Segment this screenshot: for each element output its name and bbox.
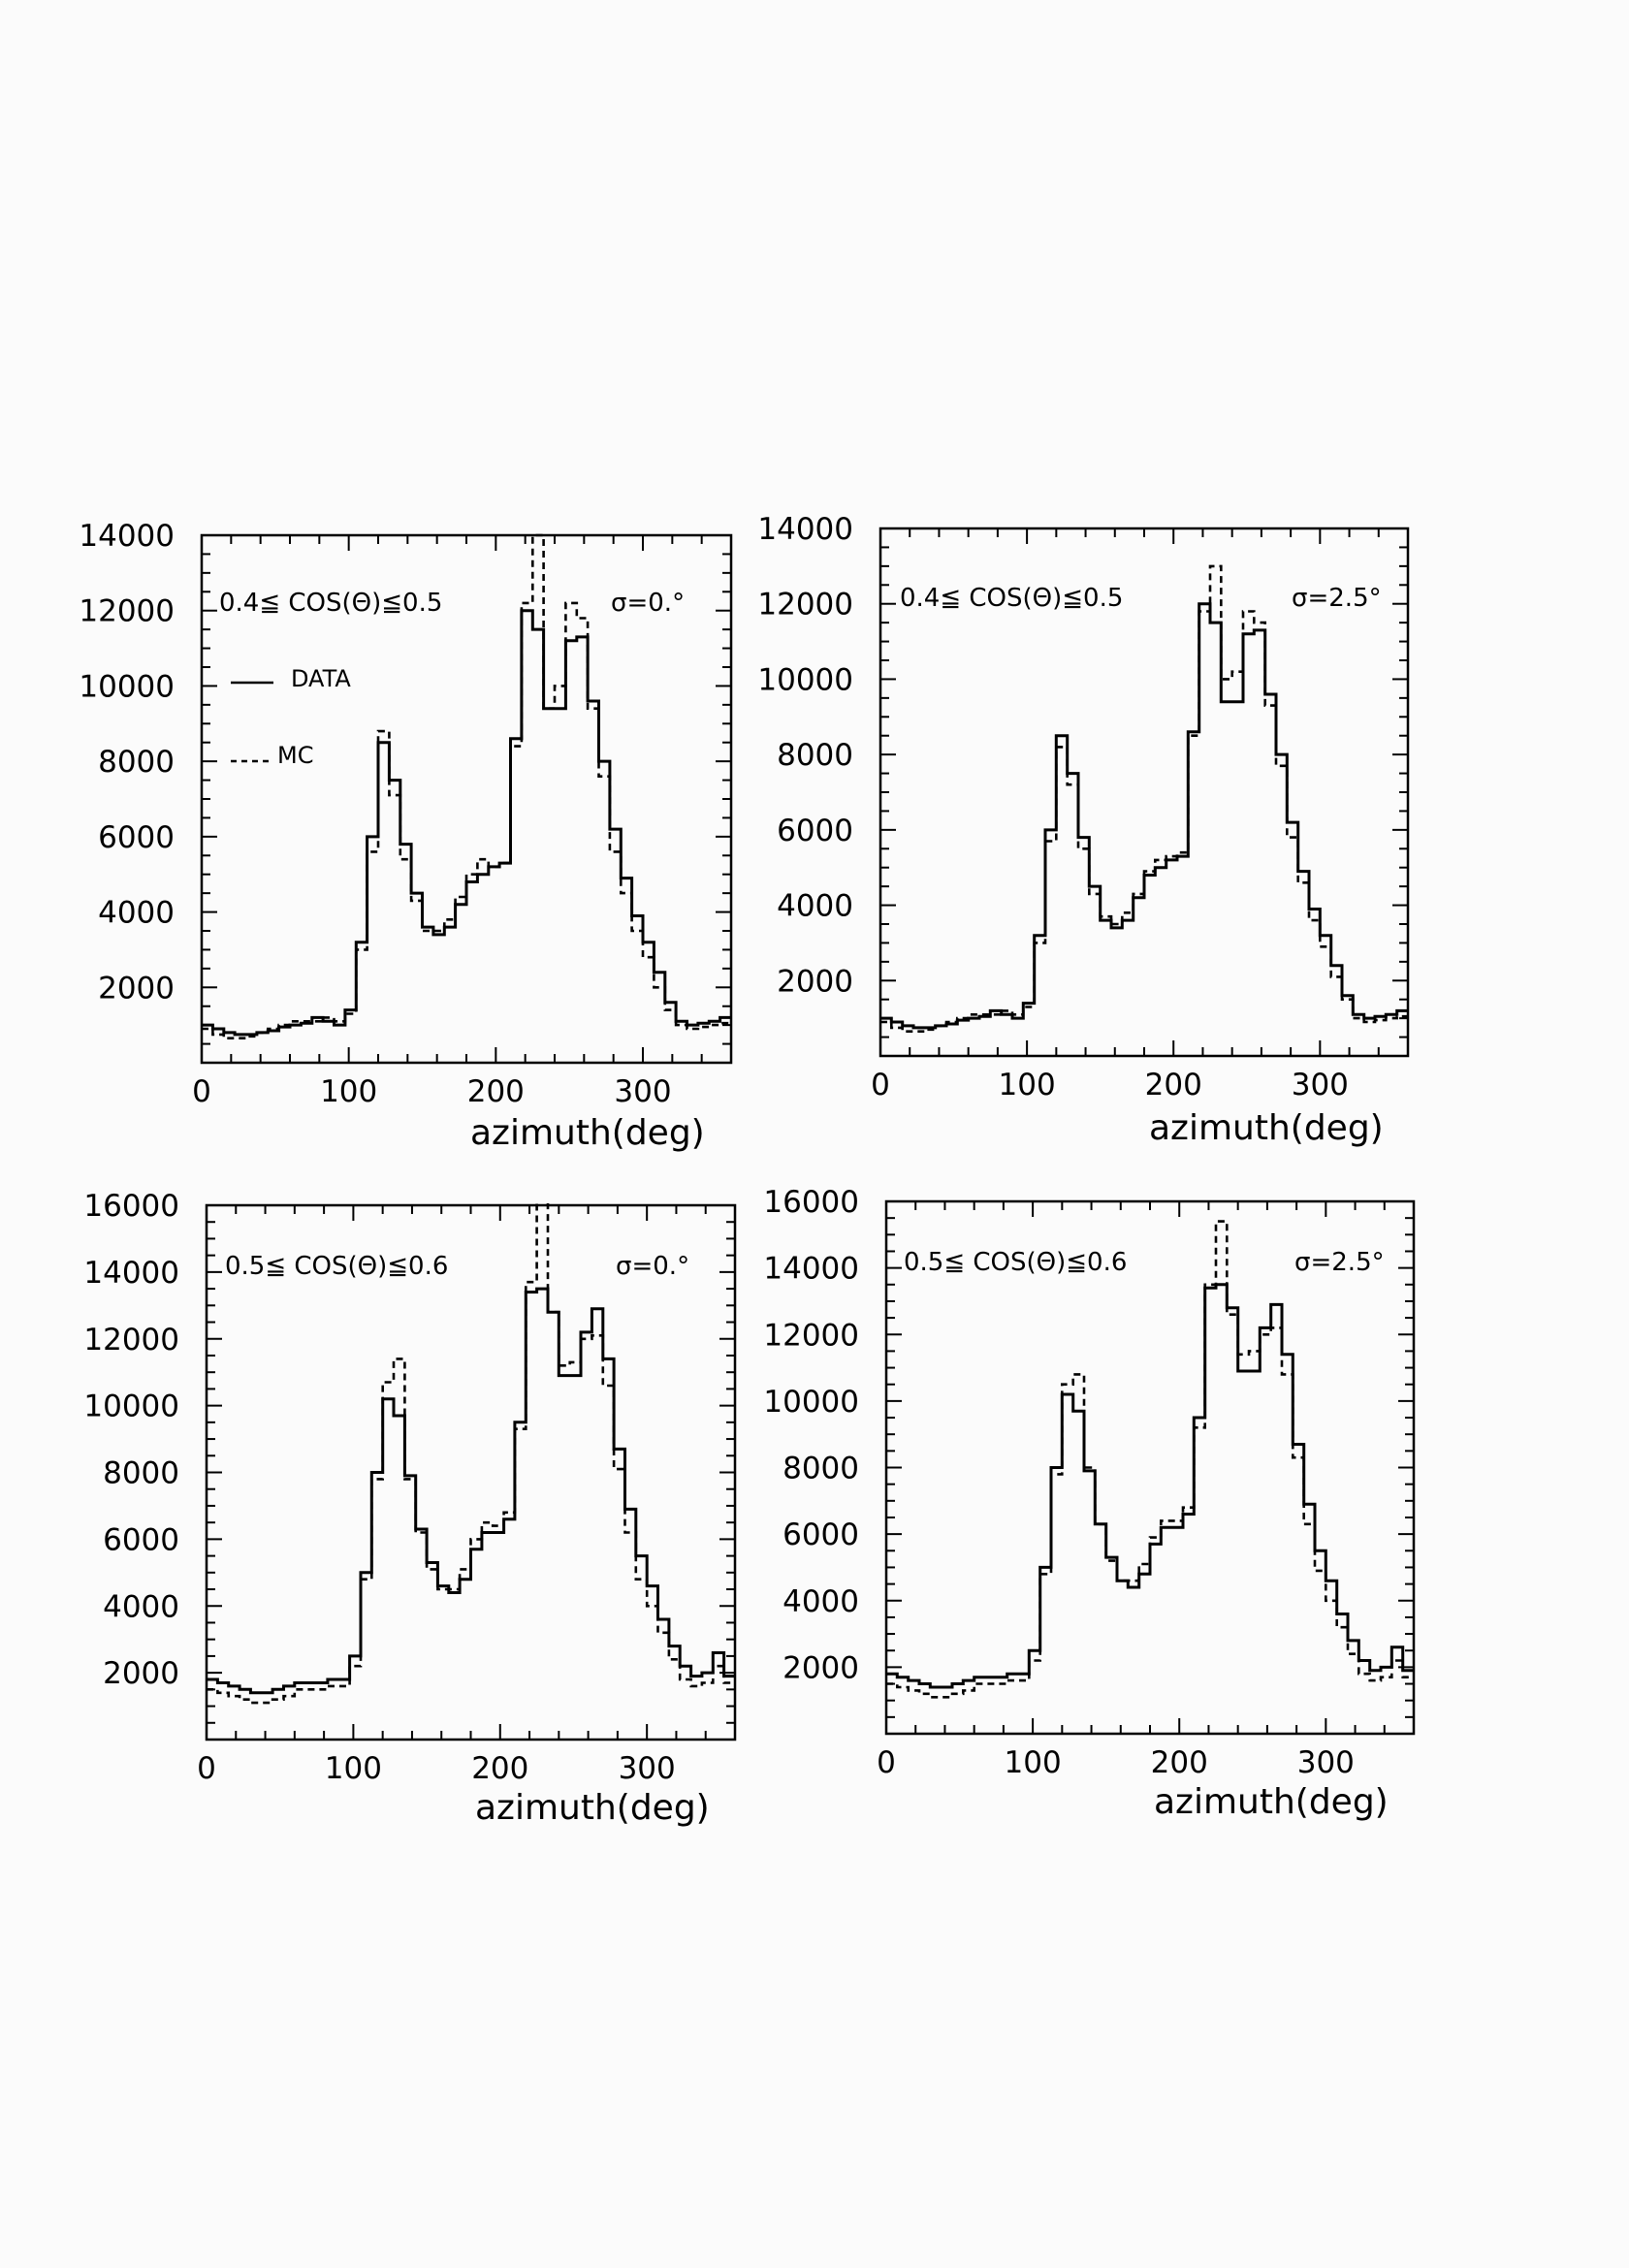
y-tick-label: 2000 <box>777 964 853 999</box>
mc-histogram-line <box>207 1203 735 1705</box>
histogram-series <box>207 1203 735 1705</box>
y-tick-label: 14000 <box>79 519 175 554</box>
y-tick-label: 2000 <box>783 1650 859 1685</box>
panel-top-left: 2000 4000 6000 8000 10000 12000 14000 0 100 200 3… <box>79 519 733 1153</box>
plot-border <box>205 1203 737 1741</box>
y-tick-label: 8000 <box>777 738 853 773</box>
histogram-series <box>880 564 1408 1033</box>
x-tick-label: 300 <box>619 1751 676 1786</box>
data-histogram-line <box>207 1287 735 1695</box>
y-tick-label: 14000 <box>763 1252 859 1287</box>
cut-label: 0.4≦ COS(Θ)≦0.5 <box>900 584 1123 613</box>
x-tick-label: 100 <box>1005 1745 1062 1780</box>
y-tick-label: 6000 <box>98 820 175 855</box>
x-tick-label: 100 <box>325 1751 382 1786</box>
y-tick-label: 4000 <box>777 889 853 924</box>
y-tick-label: 14000 <box>757 512 853 547</box>
y-tick-label: 8000 <box>783 1452 859 1486</box>
y-tick-label: 10000 <box>757 662 853 697</box>
mc-histogram-line <box>886 1220 1414 1699</box>
mc-histogram-line <box>880 564 1408 1033</box>
panel-top-right: 2000 4000 6000 8000 10000 12000 14000 0 100 200 3… <box>757 512 1410 1148</box>
sigma-label: σ=2.5° <box>1294 1248 1385 1277</box>
x-tick-labels: 0 100 200 300 <box>197 1751 676 1786</box>
y-tick-label: 4000 <box>783 1584 859 1619</box>
histogram-series <box>202 533 731 1039</box>
x-tick-label: 200 <box>1151 1745 1208 1780</box>
y-tick-label: 2000 <box>103 1656 179 1691</box>
cut-label: 0.4≦ COS(Θ)≦0.5 <box>219 589 442 618</box>
y-tick-label: 12000 <box>757 588 853 623</box>
y-tick-label: 10000 <box>83 1390 179 1424</box>
panel-bottom-left: 2000 4000 6000 8000 10000 12000 14000 16000 0 10… <box>83 1189 737 1828</box>
axis-ticks <box>885 1200 1415 1735</box>
axis-ticks <box>201 534 732 1064</box>
cut-label: 0.5≦ COS(Θ)≦0.6 <box>904 1248 1127 1277</box>
axis-ticks <box>879 527 1409 1057</box>
cut-label: 0.5≦ COS(Θ)≦0.6 <box>225 1252 448 1281</box>
y-tick-label: 14000 <box>83 1256 179 1291</box>
x-tick-labels: 0 100 200 300 <box>871 1068 1349 1102</box>
x-tick-labels: 0 100 200 300 <box>877 1745 1355 1780</box>
legend: DATA MC <box>231 665 351 769</box>
legend-data-label: DATA <box>291 665 351 692</box>
y-tick-label: 2000 <box>98 971 175 1006</box>
x-tick-label: 0 <box>871 1068 890 1102</box>
data-histogram-line <box>202 609 731 1037</box>
mc-histogram-line <box>202 533 731 1039</box>
y-tick-label: 6000 <box>777 814 853 848</box>
y-tick-label: 16000 <box>763 1185 859 1220</box>
y-tick-label: 8000 <box>98 745 175 780</box>
sigma-label: σ=0.° <box>616 1252 689 1281</box>
x-tick-label: 100 <box>999 1068 1056 1102</box>
y-tick-label: 4000 <box>103 1589 179 1624</box>
x-axis-label: azimuth(deg) <box>470 1113 705 1153</box>
y-tick-label: 12000 <box>763 1318 859 1353</box>
y-tick-label: 6000 <box>103 1522 179 1557</box>
x-tick-label: 200 <box>1145 1068 1202 1102</box>
axis-ticks <box>206 1204 736 1741</box>
y-tick-label: 8000 <box>103 1456 179 1491</box>
x-tick-labels: 0 100 200 300 <box>192 1074 671 1109</box>
y-tick-label: 4000 <box>98 896 175 931</box>
x-axis-label: azimuth(deg) <box>475 1788 710 1828</box>
plot-frame <box>205 1203 737 1741</box>
x-tick-label: 200 <box>467 1074 525 1109</box>
x-tick-label: 200 <box>471 1751 528 1786</box>
y-tick-labels: 2000 4000 6000 8000 10000 12000 14000 <box>79 519 175 1006</box>
data-histogram-line <box>886 1283 1414 1689</box>
data-histogram-line <box>880 602 1408 1030</box>
histogram-series <box>886 1220 1414 1699</box>
x-axis-label: azimuth(deg) <box>1154 1782 1389 1822</box>
y-tick-label: 12000 <box>79 594 175 629</box>
sigma-label: σ=0.° <box>611 589 685 618</box>
y-tick-label: 12000 <box>83 1323 179 1358</box>
plot-frame <box>884 1199 1416 1736</box>
y-tick-labels: 2000 4000 6000 8000 10000 12000 14000 16000 <box>763 1185 859 1685</box>
y-tick-label: 10000 <box>79 669 175 704</box>
y-tick-labels: 2000 4000 6000 8000 10000 12000 14000 16000 <box>83 1189 179 1691</box>
x-axis-label: azimuth(deg) <box>1149 1108 1384 1148</box>
y-tick-label: 16000 <box>83 1189 179 1224</box>
x-tick-label: 300 <box>1292 1068 1349 1102</box>
x-tick-label: 0 <box>877 1745 896 1780</box>
y-tick-labels: 2000 4000 6000 8000 10000 12000 14000 <box>757 512 853 999</box>
x-tick-label: 300 <box>614 1074 671 1109</box>
x-tick-label: 0 <box>197 1751 216 1786</box>
legend-mc-label: MC <box>277 742 313 769</box>
x-tick-label: 300 <box>1297 1745 1355 1780</box>
plot-border <box>884 1199 1416 1736</box>
panel-bottom-right: 2000 4000 6000 8000 10000 12000 14000 16000 0 10… <box>763 1185 1416 1822</box>
x-tick-label: 100 <box>320 1074 377 1109</box>
x-tick-label: 0 <box>192 1074 211 1109</box>
y-tick-label: 10000 <box>763 1385 859 1420</box>
y-tick-label: 6000 <box>783 1517 859 1552</box>
sigma-label: σ=2.5° <box>1292 584 1382 613</box>
